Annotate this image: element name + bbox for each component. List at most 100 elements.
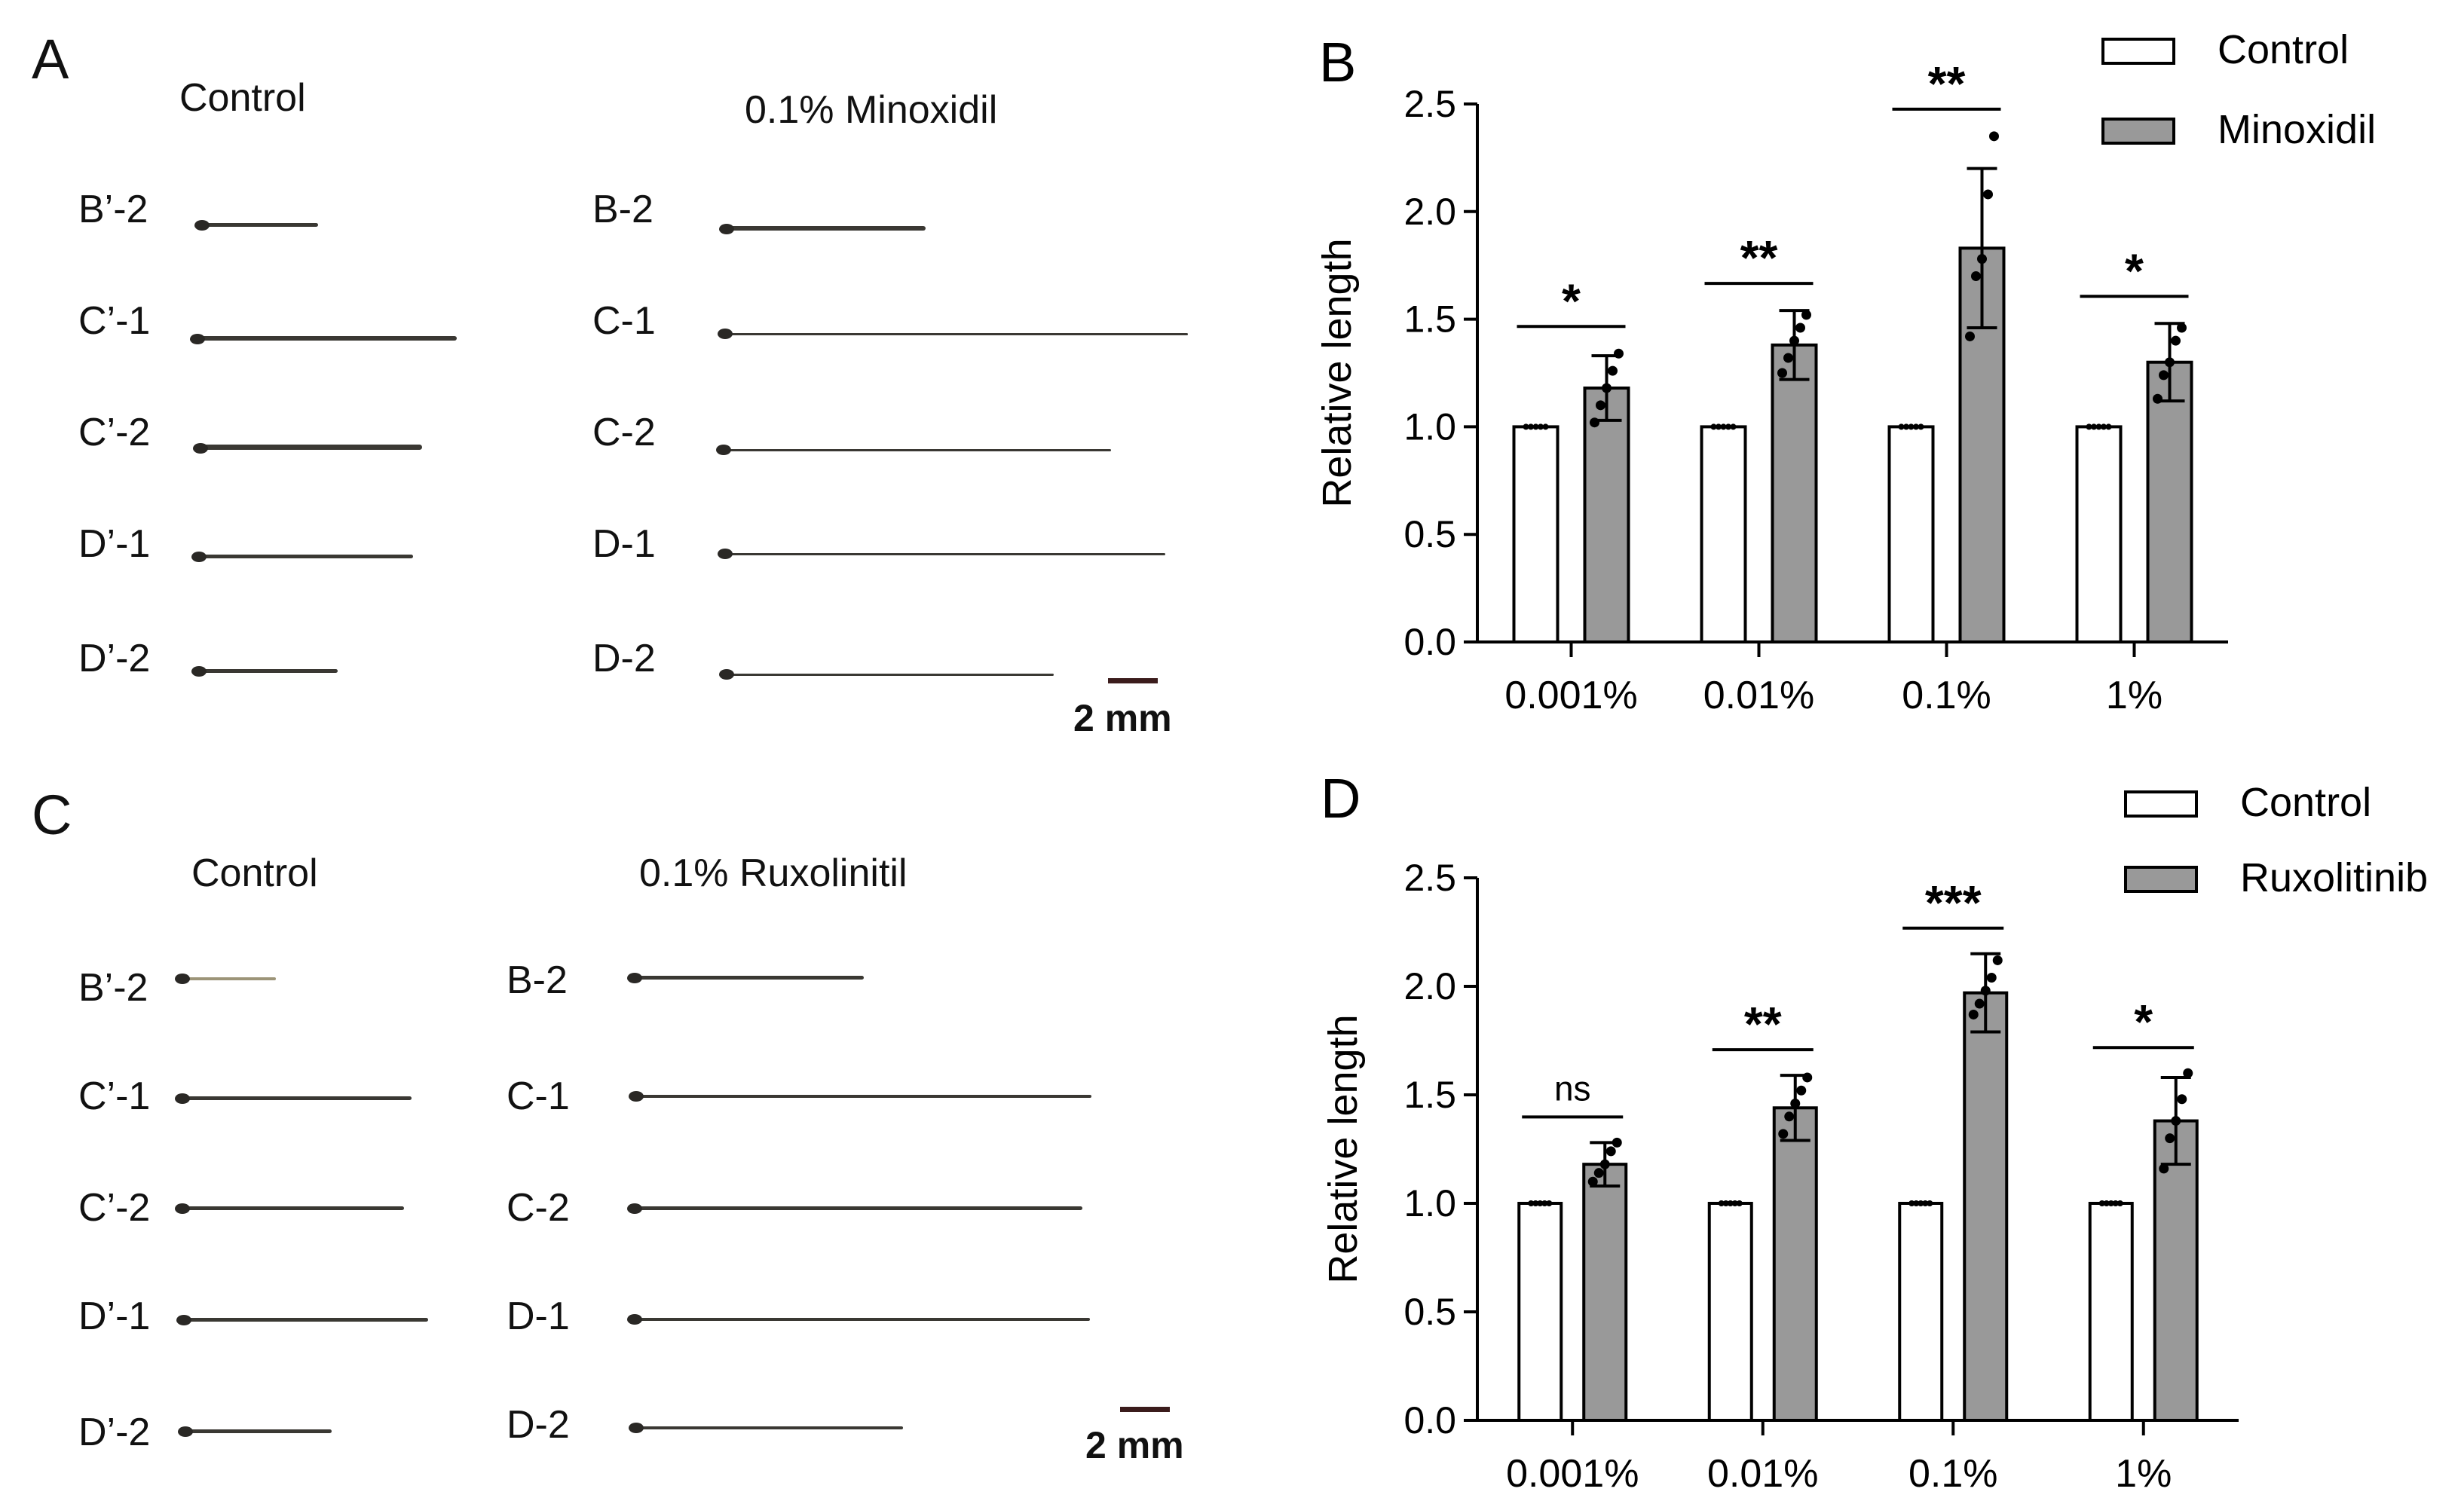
y-tick-label: 0.0 — [1403, 621, 1456, 663]
data-point-treated — [1602, 383, 1612, 393]
data-point-control — [1730, 423, 1737, 430]
hair-fiber — [719, 669, 1054, 680]
data-point-control — [1736, 1200, 1743, 1206]
panel-b: B 0.0 0.5 1.0 1.5 2.0 2.5 Relative length 0.001%… — [1221, 0, 2464, 751]
panel-letter: C — [32, 784, 72, 846]
hair-fiber — [627, 973, 864, 983]
treated-row-label: D-1 — [592, 522, 656, 566]
data-point-treated — [1801, 310, 1811, 320]
y-tick-label: 2.5 — [1403, 857, 1456, 899]
y-tick-label: 1.5 — [1403, 1074, 1456, 1116]
panel-a: A Control 0.1% Minoxidil B’-2 C’-1 C’-2 … — [0, 0, 1221, 751]
data-point-treated — [1802, 1072, 1813, 1083]
significance-label: * — [2125, 243, 2144, 298]
y-tick-label: 1.0 — [1403, 1182, 1456, 1224]
data-point-treated — [2177, 322, 2187, 333]
data-point-treated — [1971, 271, 1981, 281]
data-point-control — [2091, 423, 2097, 430]
treated-row-label: C-1 — [592, 299, 656, 343]
y-tick-label: 0.0 — [1403, 1399, 1456, 1441]
treated-row-label: B-2 — [592, 188, 653, 231]
data-point-control — [1731, 1200, 1738, 1206]
control-row-label: B’-2 — [78, 966, 148, 1010]
significance-label: * — [1562, 274, 1581, 328]
panel-letter: B — [1319, 31, 1356, 93]
data-point-control — [2112, 1200, 2119, 1206]
legend-label: Control — [2240, 780, 2371, 825]
data-point-treated — [1965, 331, 1975, 341]
y-tick-label: 2.0 — [1403, 965, 1456, 1007]
legend-label: Ruxolitinib — [2240, 855, 2428, 900]
data-point-treated — [1989, 131, 1999, 142]
hair-fiber — [719, 224, 926, 234]
bar-treated — [1772, 1106, 1818, 1422]
data-point-treated — [2165, 357, 2175, 368]
data-point-control — [1727, 1200, 1734, 1206]
bar-treated — [1771, 343, 1818, 643]
data-point-control — [1722, 1200, 1729, 1206]
data-point-treated — [1590, 417, 1599, 428]
hair-fiber — [178, 1426, 332, 1437]
hair-fiber — [627, 1314, 1090, 1325]
data-point-control — [1538, 423, 1544, 430]
legend-label: Minoxidil — [2218, 107, 2376, 152]
y-tick-label: 0.5 — [1403, 513, 1456, 555]
panel-letter: A — [32, 28, 69, 90]
data-point-treated — [1784, 1111, 1795, 1122]
bar-control — [1700, 425, 1747, 644]
data-point-treated — [1980, 986, 1991, 996]
control-row-label: B’-2 — [78, 188, 148, 231]
bar-treated — [2146, 360, 2193, 643]
control-column-title: Control — [191, 851, 318, 895]
y-tick-label: 0.5 — [1403, 1291, 1456, 1333]
control-row-label: C’-1 — [78, 299, 151, 343]
bar-control — [1707, 1202, 1753, 1422]
legend-swatch-control — [2101, 38, 2175, 65]
data-point-treated — [1974, 998, 1985, 1009]
x-tick-label: 0.01% — [1707, 1452, 1818, 1496]
data-point-control — [2101, 423, 2107, 430]
y-axis-label: Relative length — [1315, 238, 1360, 507]
data-point-treated — [1795, 322, 1805, 333]
y-tick-label: 2.0 — [1403, 191, 1456, 233]
data-point-treated — [2153, 393, 2163, 404]
data-point-treated — [2159, 1163, 2169, 1174]
hair-fiber — [176, 1315, 428, 1325]
treated-row-label: B-2 — [507, 958, 568, 1002]
data-point-treated — [1977, 254, 1987, 264]
data-point-control — [1922, 1200, 1929, 1206]
data-point-control — [1532, 423, 1539, 430]
data-point-treated — [1986, 972, 1997, 983]
data-point-control — [1528, 1200, 1535, 1206]
treated-column-title: 0.1% Minoxidil — [745, 88, 998, 132]
x-tick-label: 0.1% — [1908, 1452, 1998, 1496]
bar-treated — [1583, 386, 1630, 643]
control-row-label: D’-2 — [78, 1411, 151, 1454]
data-point-control — [1532, 1200, 1539, 1206]
legend-label: Control — [2218, 27, 2349, 72]
significance-label: * — [2134, 995, 2153, 1049]
data-point-control — [2095, 423, 2102, 430]
data-point-treated — [1596, 400, 1605, 411]
y-tick-label: 1.5 — [1403, 298, 1456, 341]
data-point-control — [1913, 1200, 1920, 1206]
data-point-treated — [1796, 1085, 1807, 1096]
control-row-label: D’-1 — [78, 522, 151, 566]
data-point-control — [2103, 1200, 2110, 1206]
scale-bar-label: 2 mm — [1073, 697, 1172, 739]
scale-bar-label: 2 mm — [1085, 1424, 1184, 1466]
x-tick-label: 0.001% — [1506, 1452, 1639, 1496]
hair-fiber — [193, 443, 422, 454]
data-point-control — [1903, 423, 1909, 430]
data-point-control — [1537, 1200, 1544, 1206]
data-point-control — [2105, 423, 2112, 430]
data-point-treated — [1778, 1129, 1789, 1139]
control-row-label: D’-1 — [78, 1295, 151, 1338]
scale-bar — [1108, 678, 1158, 683]
bar-chart-ruxolitinib: D 0.0 0.5 1.0 1.5 2.0 2.5 Relative length 0.001%… — [1321, 767, 2428, 1496]
data-point-control — [2117, 1200, 2123, 1206]
data-point-control — [2107, 1200, 2114, 1206]
data-point-treated — [2171, 335, 2181, 346]
data-point-control — [1710, 423, 1717, 430]
panel-letter: D — [1321, 767, 1361, 830]
